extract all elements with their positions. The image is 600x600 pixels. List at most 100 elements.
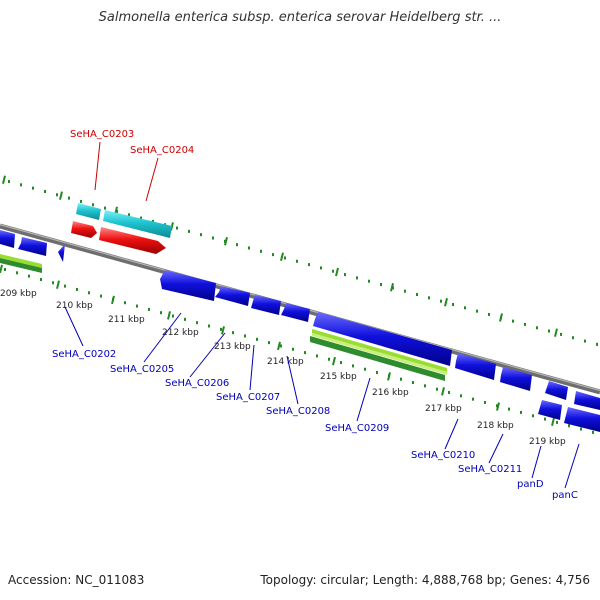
- feature-red-1[interactable]: [71, 221, 97, 238]
- track-dot: [88, 291, 90, 295]
- track-dot: [412, 381, 414, 385]
- gene-label-reverse[interactable]: SeHA_C0207: [216, 392, 280, 403]
- gene-label-reverse[interactable]: SeHA_C0209: [325, 423, 389, 434]
- gene-label-reverse[interactable]: SeHA_C0208: [266, 406, 330, 417]
- major-tick: [280, 252, 284, 262]
- track-dot: [344, 273, 346, 277]
- leader-line: [356, 377, 371, 422]
- gene-SeHA_C0203[interactable]: [76, 203, 101, 220]
- track-dot: [32, 186, 34, 190]
- major-tick: [59, 191, 63, 200]
- gene-SeHA_C0204[interactable]: [103, 210, 172, 238]
- track-dot: [352, 364, 354, 368]
- track-dot: [140, 216, 142, 220]
- track-dot: [64, 284, 66, 288]
- gene-label-reverse[interactable]: panC: [552, 490, 578, 501]
- tick-label: 217 kbp: [425, 404, 462, 414]
- gene-label-forward[interactable]: SeHA_C0204: [130, 145, 194, 156]
- track-dot: [524, 322, 526, 326]
- gc-skew-track: [0, 254, 447, 381]
- track-dot: [80, 199, 82, 203]
- track-dot: [280, 344, 282, 348]
- gene-label-forward[interactable]: SeHA_C0203: [70, 129, 134, 140]
- major-tick: [2, 175, 6, 185]
- track-dot: [464, 306, 466, 310]
- tick-label: 215 kbp: [320, 372, 357, 382]
- gene-label-reverse[interactable]: SeHA_C0205: [110, 364, 174, 375]
- track-dot: [496, 404, 498, 408]
- track-dot: [424, 384, 426, 388]
- leader-line: [189, 332, 226, 378]
- map-title: Salmonella enterica subsp. enterica sero…: [98, 10, 502, 25]
- track-dot: [200, 233, 202, 237]
- track-dot: [512, 319, 514, 323]
- gene-small-arrow[interactable]: [58, 244, 65, 262]
- major-tick: [496, 402, 500, 411]
- track-dot: [232, 331, 234, 335]
- leader-line: [531, 445, 542, 479]
- track-dot: [428, 296, 430, 300]
- gene-SeHA_C0208[interactable]: [281, 303, 310, 322]
- track-dot: [332, 269, 334, 273]
- gene-panC[interactable]: [564, 407, 600, 432]
- reverse-strand-track: [0, 230, 600, 432]
- track-dot: [484, 400, 486, 404]
- track-dot: [520, 410, 522, 414]
- gene-label-reverse[interactable]: panD: [517, 479, 544, 490]
- outer-dot-track: [8, 180, 598, 346]
- gene-left-2[interactable]: [18, 237, 47, 256]
- track-dot: [356, 276, 358, 280]
- track-dot: [536, 326, 538, 330]
- track-dot: [292, 347, 294, 351]
- track-dot: [400, 377, 402, 381]
- track-dot: [20, 183, 22, 187]
- track-dot: [532, 414, 534, 418]
- track-dot: [296, 259, 298, 263]
- major-tick: [554, 328, 558, 337]
- leader-line: [64, 306, 84, 347]
- gene-panD[interactable]: [538, 400, 562, 420]
- track-dot: [100, 294, 102, 298]
- gene-SeHA_C0209[interactable]: [313, 312, 452, 366]
- track-dot: [472, 397, 474, 401]
- leader-line: [286, 355, 299, 405]
- major-tick: [56, 280, 60, 289]
- track-dot: [272, 253, 274, 257]
- major-tick: [444, 297, 448, 307]
- gene-SeHA_C0210[interactable]: [455, 353, 496, 380]
- gene-right-edge[interactable]: [574, 391, 600, 410]
- gene-small-right[interactable]: [545, 381, 568, 400]
- track-dot: [256, 337, 258, 341]
- track-dot: [592, 430, 594, 434]
- gc-bar-left-light: [0, 254, 42, 268]
- gene-SeHA_C0211[interactable]: [500, 367, 532, 391]
- feature-red-2[interactable]: [99, 227, 166, 254]
- gene-SeHA_C0207[interactable]: [251, 295, 281, 315]
- gene-label-reverse[interactable]: SeHA_C0210: [411, 450, 475, 461]
- track-dot: [220, 327, 222, 331]
- gene-label-reverse[interactable]: SeHA_C0202: [52, 349, 116, 360]
- leader-line: [145, 157, 159, 202]
- tick-label: 211 kbp: [108, 315, 145, 325]
- track-dot: [560, 332, 562, 336]
- gene-left-1[interactable]: [0, 230, 15, 248]
- track-dot: [184, 317, 186, 321]
- track-dot: [244, 334, 246, 338]
- forward-strand-track: [71, 203, 172, 254]
- track-dot: [328, 357, 330, 361]
- track-dot: [368, 279, 370, 283]
- track-dot: [148, 307, 150, 311]
- track-dot: [508, 407, 510, 411]
- gc-bar-mid-light: [312, 329, 447, 372]
- tick-label: 216 kbp: [372, 388, 409, 398]
- major-tick: [551, 417, 555, 427]
- track-dot: [212, 236, 214, 240]
- track-dot: [548, 329, 550, 333]
- track-dot: [208, 324, 210, 328]
- gene-label-reverse[interactable]: SeHA_C0206: [165, 378, 229, 389]
- gene-SeHA_C0206[interactable]: [215, 286, 250, 306]
- track-dot: [4, 268, 6, 271]
- gene-label-reverse[interactable]: SeHA_C0211: [458, 464, 522, 475]
- gene-SeHA_C0205[interactable]: [160, 270, 216, 301]
- track-dot: [580, 427, 582, 431]
